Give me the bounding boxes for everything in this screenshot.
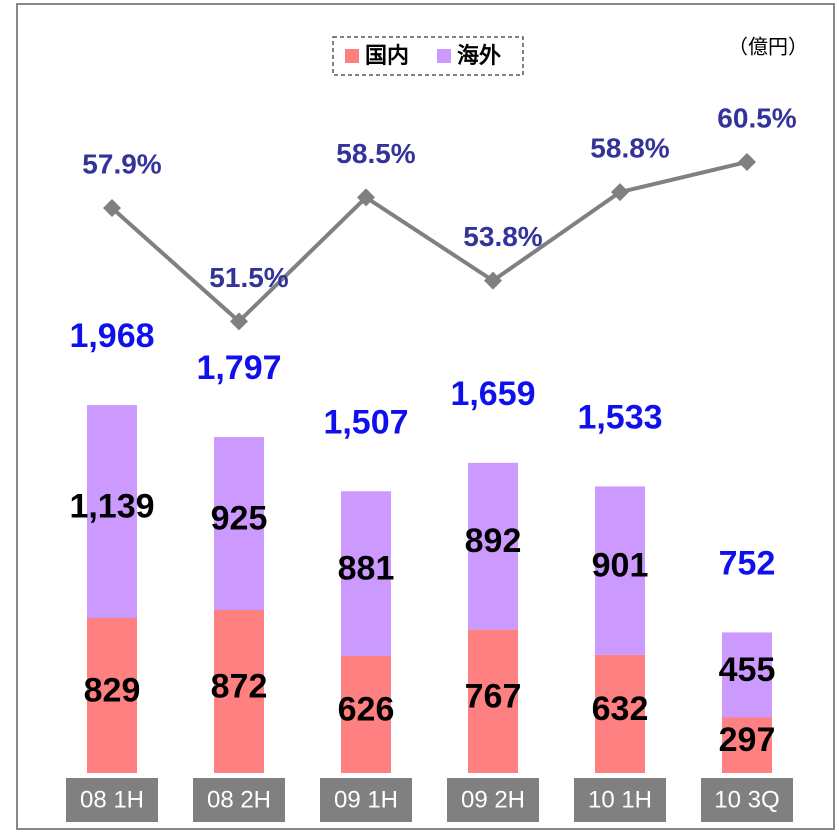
segment-label: 1,139 bbox=[69, 488, 154, 526]
ratio-label: 57.9% bbox=[82, 148, 161, 179]
segment-label: 455 bbox=[719, 651, 776, 689]
segment-label: 297 bbox=[719, 721, 776, 759]
segment-label: 872 bbox=[211, 667, 268, 705]
bar-segment bbox=[595, 654, 645, 773]
ratio-label: 60.5% bbox=[717, 102, 796, 133]
bar-segment bbox=[87, 618, 137, 773]
total-label: 1,968 bbox=[69, 317, 154, 355]
segment-label: 767 bbox=[465, 677, 522, 715]
ratio-label: 58.5% bbox=[336, 138, 415, 169]
x-tick-label: 09 1H bbox=[334, 786, 398, 813]
x-tick-label: 10 3Q bbox=[714, 786, 779, 813]
ratio-marker bbox=[357, 188, 375, 207]
bar-segment bbox=[214, 609, 264, 773]
ratio-label: 53.8% bbox=[463, 221, 542, 252]
segment-label: 626 bbox=[338, 690, 395, 728]
category-box bbox=[193, 778, 285, 822]
bar-segment bbox=[468, 629, 518, 773]
total-label: 1,797 bbox=[196, 349, 281, 387]
bar-segment bbox=[722, 632, 772, 718]
segment-label: 829 bbox=[84, 671, 141, 709]
total-label: 1,507 bbox=[323, 403, 408, 441]
legend-box bbox=[332, 36, 524, 76]
ratio-label: 58.8% bbox=[590, 132, 669, 163]
ratio-line bbox=[110, 160, 748, 325]
x-tick-label: 08 2H bbox=[207, 786, 271, 813]
segment-label: 881 bbox=[338, 550, 395, 588]
legend-swatch bbox=[437, 49, 451, 63]
category-box bbox=[320, 778, 412, 822]
bar-segment bbox=[87, 405, 137, 619]
frame bbox=[16, 3, 835, 830]
ratio-marker bbox=[611, 183, 629, 202]
segment-label: 632 bbox=[592, 690, 649, 728]
unit-label: （億円） bbox=[728, 35, 808, 58]
ratio-marker bbox=[103, 199, 121, 218]
category-box bbox=[701, 778, 793, 822]
bar-segment bbox=[468, 462, 518, 630]
segment-label: 901 bbox=[592, 547, 649, 585]
x-tick-label: 10 1H bbox=[588, 786, 652, 813]
category-box bbox=[447, 778, 539, 822]
total-label: 752 bbox=[719, 544, 776, 582]
bar-segment bbox=[341, 655, 391, 773]
segment-label: 892 bbox=[465, 522, 522, 560]
total-label: 1,659 bbox=[450, 375, 535, 413]
ratio-marker bbox=[484, 271, 502, 290]
total-label: 1,533 bbox=[577, 398, 662, 436]
category-box bbox=[66, 778, 158, 822]
x-tick-label: 09 2H bbox=[461, 786, 525, 813]
x-tick-label: 08 1H bbox=[80, 786, 144, 813]
bar-segment bbox=[341, 491, 391, 656]
legend-swatch bbox=[345, 49, 359, 63]
ratio-marker bbox=[230, 312, 248, 331]
bar-segment bbox=[722, 717, 772, 773]
ratio-label: 51.5% bbox=[209, 262, 288, 293]
bar-segment bbox=[214, 437, 264, 610]
segment-label: 925 bbox=[211, 500, 268, 538]
bar-segment bbox=[595, 486, 645, 655]
legend-label: 海外 bbox=[457, 43, 501, 68]
category-box bbox=[574, 778, 666, 822]
ratio-marker bbox=[738, 152, 756, 171]
legend-label: 国内 bbox=[365, 43, 409, 68]
